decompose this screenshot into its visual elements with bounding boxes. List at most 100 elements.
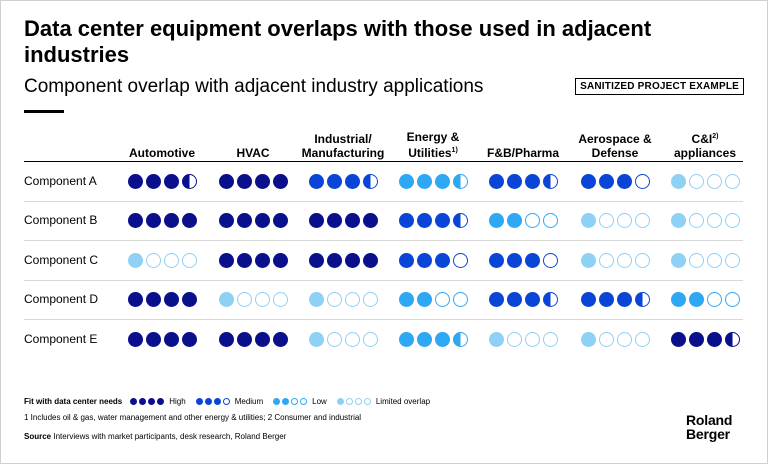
filled-dot-icon xyxy=(488,252,504,268)
filled-dot-icon xyxy=(434,252,450,268)
footnote-marker: 2) xyxy=(712,133,719,140)
empty-dot-icon xyxy=(598,252,614,268)
filled-dot-icon xyxy=(616,173,632,189)
column-header-line-2: HVAC xyxy=(208,146,298,160)
column-header: F&B/Pharma xyxy=(478,128,568,160)
half-filled-dot-icon xyxy=(452,331,468,347)
harvey-ball-rating xyxy=(127,331,197,347)
filled-dot-icon xyxy=(670,252,686,268)
filled-dot-icon xyxy=(616,291,632,307)
filled-dot-icon xyxy=(236,331,252,347)
empty-dot-icon xyxy=(506,331,522,347)
column-header-text: Defense xyxy=(591,146,639,160)
legend-text: High xyxy=(169,397,186,406)
harvey-ball-rating xyxy=(127,291,197,307)
empty-dot-icon xyxy=(272,291,288,307)
harvey-ball-rating xyxy=(670,252,740,268)
column-header: Aerospace & Defense xyxy=(567,128,663,160)
title-accent-bar xyxy=(24,110,64,113)
filled-dot-icon xyxy=(706,331,722,347)
harvey-ball-rating xyxy=(670,173,740,189)
column-header-line-2: F&B/Pharma xyxy=(478,146,568,160)
filled-dot-icon xyxy=(236,173,252,189)
filled-dot-icon xyxy=(218,212,234,228)
empty-dot-icon xyxy=(163,252,179,268)
filled-dot-icon xyxy=(254,212,270,228)
filled-dot-icon xyxy=(213,398,221,405)
empty-dot-icon xyxy=(688,252,704,268)
column-header: C&I2) appliances xyxy=(665,128,745,160)
filled-dot-icon xyxy=(362,212,378,228)
filled-dot-icon xyxy=(163,291,179,307)
column-header-line-1: Industrial/ xyxy=(314,132,372,146)
filled-dot-icon xyxy=(434,212,450,228)
filled-dot-icon xyxy=(670,291,686,307)
filled-dot-icon xyxy=(218,252,234,268)
column-header: Energy & Utilities1) xyxy=(393,128,473,160)
filled-dot-icon xyxy=(506,173,522,189)
filled-dot-icon xyxy=(398,173,414,189)
filled-dot-icon xyxy=(434,173,450,189)
filled-dot-icon xyxy=(398,252,414,268)
empty-dot-icon xyxy=(688,212,704,228)
legend: Fit with data center needs High Medium Low… xyxy=(24,397,440,406)
filled-dot-icon xyxy=(145,331,161,347)
harvey-ball-rating xyxy=(308,291,378,307)
empty-dot-icon xyxy=(724,252,740,268)
empty-dot-icon xyxy=(362,291,378,307)
harvey-ball-rating xyxy=(488,173,558,189)
filled-dot-icon xyxy=(181,331,197,347)
harvey-ball-rating xyxy=(580,331,650,347)
filled-dot-icon xyxy=(336,398,344,405)
filled-dot-icon xyxy=(598,291,614,307)
filled-dot-icon xyxy=(488,173,504,189)
legend-text: Medium xyxy=(234,397,264,406)
empty-dot-icon xyxy=(634,173,650,189)
legend-dots xyxy=(336,398,371,405)
filled-dot-icon xyxy=(145,291,161,307)
column-header-text: Automotive xyxy=(129,146,195,160)
column-header-text: F&B/Pharma xyxy=(486,146,560,160)
column-header-line-2: Manufacturing xyxy=(295,146,391,160)
empty-dot-icon xyxy=(724,212,740,228)
empty-dot-icon xyxy=(452,252,468,268)
source-text: Interviews with market participants, des… xyxy=(51,432,287,441)
filled-dot-icon xyxy=(688,291,704,307)
column-header: HVAC xyxy=(208,128,298,160)
empty-dot-icon xyxy=(542,331,558,347)
slide-subtitle: Component overlap with adjacent industry… xyxy=(24,76,484,97)
filled-dot-icon xyxy=(580,291,596,307)
filled-dot-icon xyxy=(272,173,288,189)
source-note: Source Interviews with market participan… xyxy=(24,432,286,441)
empty-dot-icon xyxy=(724,173,740,189)
harvey-ball-rating xyxy=(398,252,468,268)
harvey-ball-rating xyxy=(218,291,288,307)
filled-dot-icon xyxy=(416,331,432,347)
column-header-line-2: Defense xyxy=(567,146,663,160)
empty-dot-icon xyxy=(706,291,722,307)
column-header-line-2: Utilities1) xyxy=(393,144,473,160)
filled-dot-icon xyxy=(181,291,197,307)
filled-dot-icon xyxy=(362,252,378,268)
empty-dot-icon xyxy=(181,252,197,268)
filled-dot-icon xyxy=(416,173,432,189)
filled-dot-icon xyxy=(488,212,504,228)
harvey-ball-rating xyxy=(580,212,650,228)
empty-dot-icon xyxy=(634,252,650,268)
filled-dot-icon xyxy=(163,331,179,347)
empty-dot-icon xyxy=(598,331,614,347)
filled-dot-icon xyxy=(218,331,234,347)
column-header-line-2: appliances xyxy=(665,146,745,160)
filled-dot-icon xyxy=(416,212,432,228)
empty-dot-icon xyxy=(452,291,468,307)
harvey-ball-rating xyxy=(398,291,468,307)
harvey-ball-rating xyxy=(488,212,558,228)
legend-item: High xyxy=(130,397,186,406)
half-filled-dot-icon xyxy=(724,331,740,347)
slide-title: Data center equipment overlaps with thos… xyxy=(24,16,652,67)
filled-dot-icon xyxy=(524,252,540,268)
filled-dot-icon xyxy=(580,173,596,189)
legend-item: Limited overlap xyxy=(336,397,431,406)
harvey-ball-rating xyxy=(670,291,740,307)
legend-text: Limited overlap xyxy=(375,397,431,406)
